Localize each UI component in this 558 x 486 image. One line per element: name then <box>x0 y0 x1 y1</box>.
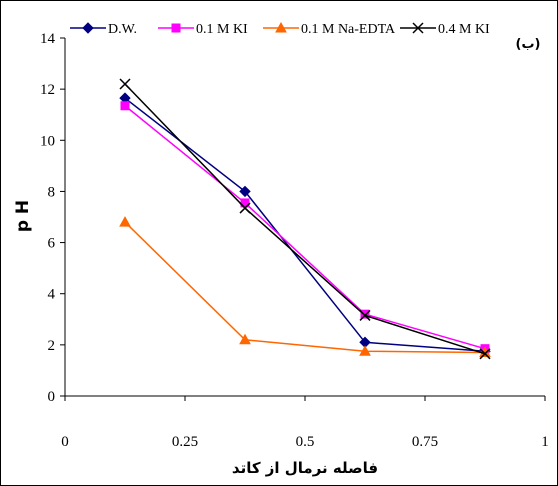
legend-label: 0.1 M KI <box>196 22 248 37</box>
series-line <box>124 97 486 352</box>
series-3 <box>119 78 491 360</box>
x-tick-label: 1 <box>541 434 549 450</box>
y-tick-label: 12 <box>40 82 55 98</box>
legend-marker <box>82 22 94 34</box>
series-line <box>124 105 486 350</box>
legend-label: 0.1 M Na-EDTA <box>301 22 396 37</box>
series-line <box>124 83 486 355</box>
series-0 <box>119 92 491 357</box>
x-axis-title: فاصله نرمال از کاتد <box>232 459 378 477</box>
legend-item-2: 0.1 M Na-EDTA <box>263 21 396 37</box>
legend-item-3: 0.4 M KI <box>400 22 490 37</box>
legend: D.W. 0.1 M KI 0.1 M Na-EDTA 0.4 M KI <box>70 21 490 37</box>
ticks: 0 2 4 6 8 10 12 14 0 0.25 0.5 0.75 1 <box>40 31 549 450</box>
series-line <box>124 221 486 354</box>
y-axis-title: p H <box>13 200 33 232</box>
legend-label: 0.4 M KI <box>438 22 490 37</box>
panel-label: (ب) <box>516 37 541 52</box>
x-tick-label: 0.75 <box>412 434 438 450</box>
y-tick-label: 4 <box>48 287 56 303</box>
series-2 <box>119 216 491 358</box>
legend-marker <box>412 22 424 34</box>
data-point <box>239 333 251 345</box>
y-tick-label: 2 <box>48 338 56 354</box>
x-tick-label: 0.5 <box>296 434 315 450</box>
x-tick-label: 0.25 <box>172 434 198 450</box>
legend-marker <box>171 23 181 33</box>
legend-marker <box>275 21 287 33</box>
y-tick-label: 14 <box>40 31 56 47</box>
axes <box>64 38 545 397</box>
y-tick-label: 0 <box>48 389 56 405</box>
data-point <box>359 345 371 356</box>
legend-item-0: D.W. <box>70 22 137 37</box>
data-point <box>239 202 251 214</box>
data-point <box>359 309 371 321</box>
legend-label: D.W. <box>108 22 137 37</box>
data-point <box>120 101 130 111</box>
data-point <box>239 185 251 198</box>
y-tick-label: 10 <box>40 133 55 149</box>
legend-item-1: 0.1 M KI <box>158 22 248 37</box>
data-point <box>119 216 131 227</box>
series-1 <box>120 101 490 354</box>
data-point <box>119 78 131 90</box>
series-layer <box>119 78 491 360</box>
y-tick-label: 6 <box>48 236 56 252</box>
y-tick-label: 8 <box>48 184 56 200</box>
data-point <box>479 348 491 360</box>
x-tick-label: 0 <box>61 434 69 450</box>
data-point <box>360 309 370 319</box>
